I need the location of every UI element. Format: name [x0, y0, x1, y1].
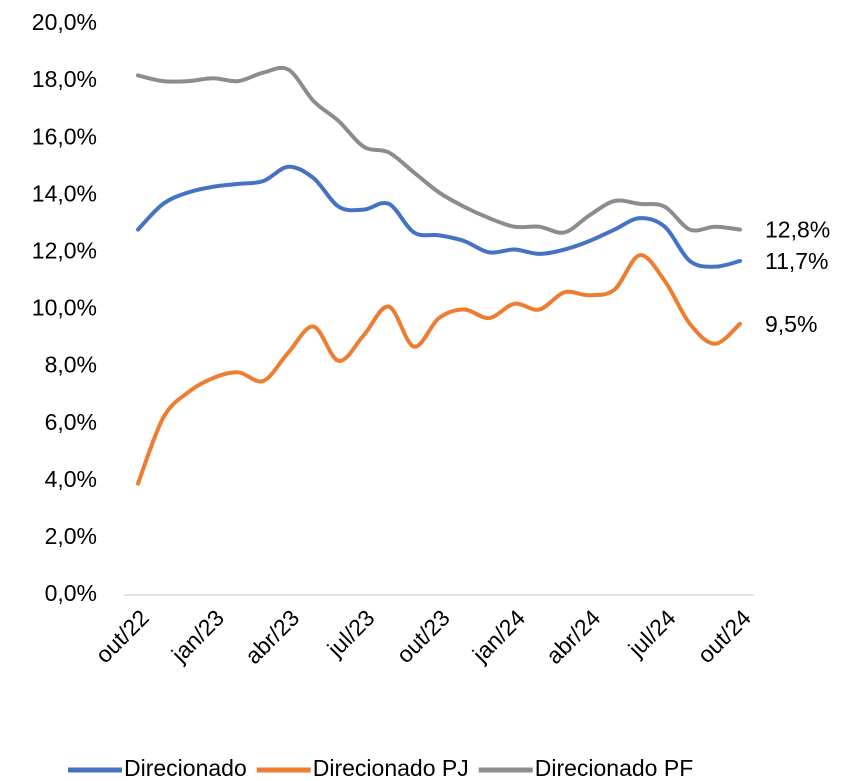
x-tick-label: abr/23 — [240, 604, 305, 669]
x-tick-label: jan/23 — [166, 604, 229, 667]
x-tick-label: jan/24 — [467, 604, 531, 668]
series-line — [136, 253, 742, 486]
y-tick-label: 12,0% — [32, 237, 97, 263]
legend-label: Direcionado PJ — [313, 755, 469, 781]
y-tick-label: 18,0% — [32, 66, 97, 92]
x-tick-label: out/23 — [391, 604, 455, 668]
x-tick-label: abr/24 — [541, 604, 606, 669]
data-label: 12,8% — [765, 217, 830, 243]
y-tick-label: 20,0% — [32, 9, 97, 35]
y-tick-label: 16,0% — [32, 123, 97, 149]
y-tick-label: 2,0% — [45, 523, 97, 549]
data-label: 9,5% — [765, 311, 817, 337]
y-tick-label: 6,0% — [45, 409, 97, 435]
y-tick-label: 8,0% — [45, 352, 97, 378]
x-tick-label: jul/23 — [322, 604, 380, 662]
series-line — [136, 65, 742, 235]
y-tick-label: 0,0% — [45, 580, 97, 606]
legend-label: Direcionado PF — [535, 755, 694, 781]
y-tick-label: 4,0% — [45, 466, 97, 492]
x-tick-label: out/24 — [692, 604, 756, 668]
y-tick-label: 10,0% — [32, 295, 97, 321]
series-line — [136, 164, 742, 269]
legend-label: Direcionado — [124, 755, 247, 781]
data-label: 11,7% — [765, 248, 829, 274]
x-tick-label: out/22 — [90, 604, 154, 668]
x-tick-label: jul/24 — [623, 604, 681, 662]
y-tick-label: 14,0% — [32, 180, 97, 206]
